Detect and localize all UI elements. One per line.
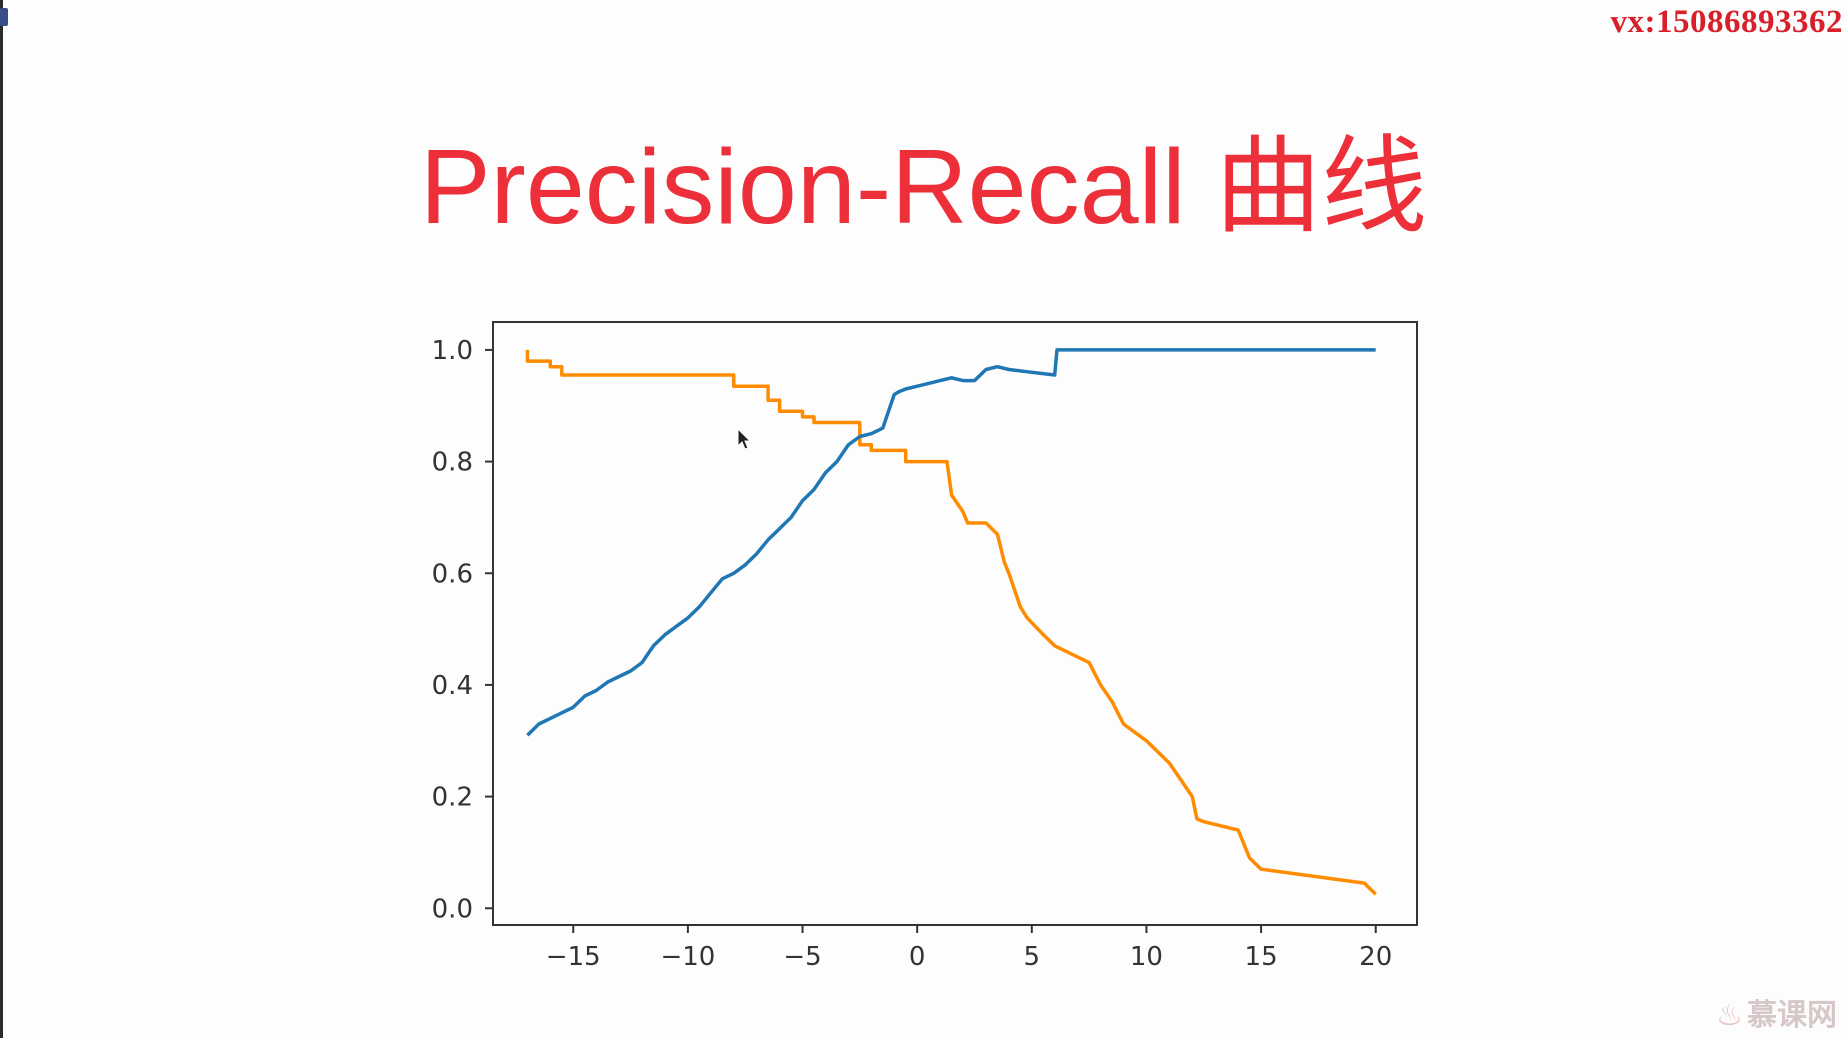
x-tick-label: −5 bbox=[783, 942, 821, 972]
x-tick-label: 10 bbox=[1130, 942, 1163, 972]
slide-title: Precision-Recall 曲线 bbox=[419, 128, 1428, 246]
y-tick-label: 0.0 bbox=[432, 894, 473, 924]
axis-ticks: −15 −10 −5 0 5 10 15 20 0.0 0.2 0.4 0.6 0.8 1.0 bbox=[432, 336, 1393, 972]
x-tick-label: −10 bbox=[660, 942, 715, 972]
series-lines bbox=[525, 348, 1377, 896]
y-tick-label: 0.6 bbox=[432, 559, 473, 589]
plot-frame bbox=[492, 321, 1418, 926]
y-tick-label: 0.8 bbox=[432, 448, 473, 478]
mouse-cursor-icon bbox=[737, 428, 752, 450]
flame-icon: ♨ bbox=[1716, 998, 1743, 1033]
y-tick-label: 1.0 bbox=[432, 336, 473, 366]
y-tick-label: 0.4 bbox=[432, 671, 473, 701]
y-tick-label: 0.2 bbox=[432, 783, 473, 813]
x-tick-label: 0 bbox=[909, 942, 926, 972]
blue-series-line bbox=[526, 348, 1376, 737]
x-tick-label: 5 bbox=[1024, 942, 1041, 972]
x-tick-label: −15 bbox=[546, 942, 601, 972]
window-corner-icon bbox=[0, 8, 8, 26]
brand-label: 慕课网 bbox=[1747, 998, 1837, 1033]
orange-series-line bbox=[525, 349, 1377, 896]
watermark-text: vx:15086893362 bbox=[1610, 4, 1843, 40]
x-tick-label: 15 bbox=[1245, 942, 1278, 972]
window-left-edge bbox=[0, 0, 3, 1038]
x-tick-label: 20 bbox=[1359, 942, 1392, 972]
brand-logo: ♨ 慕课网 bbox=[1716, 990, 1837, 1034]
